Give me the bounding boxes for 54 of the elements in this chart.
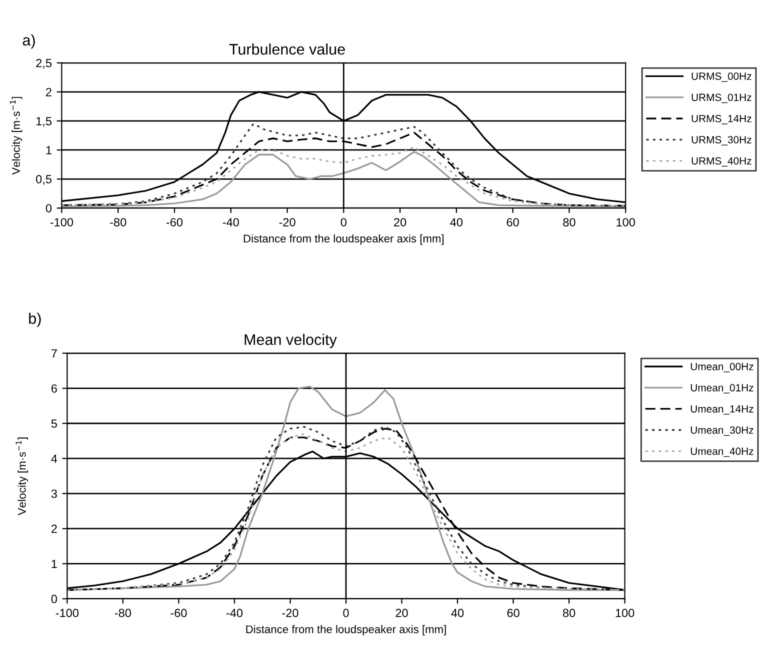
x-tick-label: 20	[394, 218, 406, 226]
x-axis-title: Distance from the loudspeaker axis [mm]	[246, 625, 446, 636]
y-tick-label: 4	[51, 454, 58, 463]
x-tick-label: 80	[563, 218, 576, 226]
text: a)	[22, 34, 35, 49]
legend-label: URMS_40Hz	[692, 157, 752, 167]
x-axis-title: Distance from the loudspeaker axis [mm]	[244, 234, 444, 245]
legend-label: URMS_30Hz	[692, 136, 752, 146]
y-tick-label: 6	[51, 384, 57, 393]
x-tick-label: 0	[343, 608, 349, 618]
y-tick-label: 3	[51, 490, 57, 498]
x-tick-label: -20	[279, 218, 296, 226]
x-tick-label: 100	[616, 218, 635, 226]
y-tick-label: 7	[51, 349, 57, 358]
y-tick-label: 2	[51, 524, 57, 533]
y-tick-label: 0,5	[36, 175, 52, 185]
x-tick-label: -40	[226, 608, 243, 618]
y-tick-label: 0	[46, 204, 52, 212]
x-tick-label: 60	[506, 218, 519, 226]
legend-label: Umean_01Hz	[690, 384, 754, 394]
legend-label: Umean_14Hz	[690, 405, 754, 415]
legend-label: Umean_00Hz	[690, 362, 754, 372]
x-tick-label: 100	[616, 608, 634, 618]
y-axis-title: Velocity [m·s$^{−1}$]	[10, 96, 22, 175]
x-tick-label: -60	[170, 608, 187, 618]
x-tick-label: 60	[507, 608, 520, 618]
x-tick-label: 40	[451, 608, 464, 618]
x-tick-label: -100	[50, 218, 74, 226]
y-tick-label: 1	[46, 146, 52, 154]
x-tick-label: -80	[110, 218, 126, 226]
text: b)	[29, 312, 41, 327]
x-tick-label: 20	[396, 608, 408, 618]
legend-label: URMS_00Hz	[692, 72, 752, 82]
x-tick-label: -20	[282, 608, 298, 618]
x-tick-label: -80	[114, 608, 131, 618]
x-tick-label: -100	[56, 608, 79, 618]
x-tick-label: 40	[450, 218, 463, 226]
legend-label: Umean_40Hz	[690, 448, 754, 457]
legend-label: URMS_14Hz	[692, 114, 752, 124]
legend-label: Umean_30Hz	[690, 426, 754, 436]
x-tick-label: -60	[166, 218, 183, 226]
x-tick-label: 0	[340, 218, 346, 226]
y-tick-label: 0	[51, 594, 57, 604]
chart-title: Mean velocity	[244, 334, 337, 348]
y-tick-label: 2	[46, 88, 52, 96]
y-tick-label: 2,5	[36, 58, 52, 69]
y-tick-label: 1,5	[36, 117, 52, 127]
y-tick-label: 5	[51, 420, 57, 428]
y-tick-label: 1	[52, 560, 57, 568]
x-tick-label: -40	[222, 218, 239, 226]
chart-title: Turbulence value	[229, 43, 345, 55]
legend-label: URMS_01Hz	[692, 94, 752, 104]
y-axis-title: Velocity [m·s$^{−1}$]	[16, 438, 28, 516]
x-tick-label: 80	[562, 608, 576, 618]
